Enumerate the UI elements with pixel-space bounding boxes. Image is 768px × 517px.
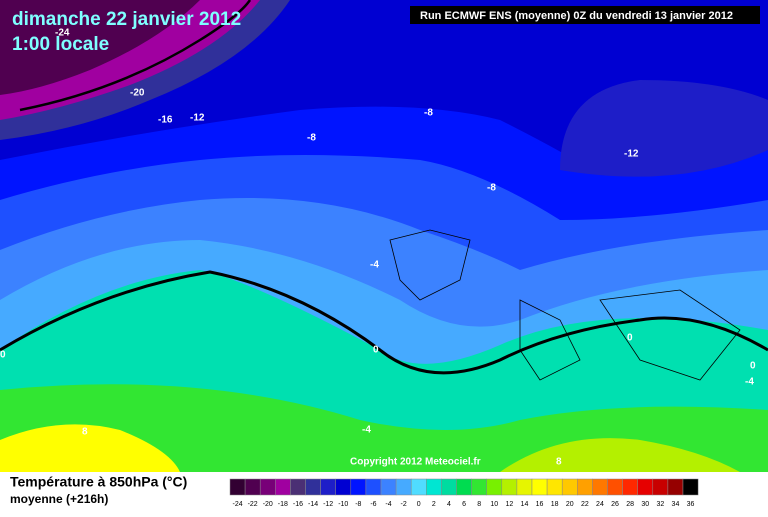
color-box — [259, 478, 276, 496]
color-box — [577, 478, 593, 496]
color-tick-label: -12 — [323, 501, 333, 508]
color-box — [667, 478, 684, 496]
color-tick-label: 2 — [432, 501, 436, 508]
color-tick-label: 36 — [687, 501, 695, 508]
color-tick-label: -22 — [248, 501, 258, 508]
contour-label: -8 — [307, 133, 316, 144]
color-tick-label: 26 — [611, 501, 619, 508]
color-tick-label: -18 — [278, 501, 288, 508]
band-scandinavia — [560, 80, 768, 177]
color-tick-label: -2 — [401, 501, 407, 508]
color-tick-label: 28 — [626, 501, 634, 508]
color-bar: -24 -22 -20 -18 -16 -14 -12 -10 -8 -6 -4 -2 0 2 4 6 8 10 1… — [229, 478, 699, 508]
band-plus16 — [0, 424, 180, 472]
color-tick-label: -16 — [293, 501, 303, 508]
color-tick-label: 20 — [566, 501, 574, 508]
color-tick-label: -8 — [355, 501, 361, 508]
color-tick-label: -10 — [338, 501, 348, 508]
contour-label: -4 — [745, 377, 754, 388]
color-box — [471, 478, 487, 496]
color-box — [561, 478, 578, 496]
contour-label: -8 — [487, 183, 496, 194]
run-info: Run ECMWF ENS (moyenne) 0Z du vendredi 1… — [420, 10, 733, 22]
color-tick-label: -24 — [232, 501, 242, 508]
color-box — [516, 478, 533, 496]
color-tick-label: 32 — [656, 501, 664, 508]
zero-isotherm — [0, 270, 768, 375]
color-box — [229, 478, 246, 496]
color-tick-label: 14 — [521, 501, 529, 508]
coastlines — [389, 229, 741, 381]
contour-label: -24 — [55, 28, 70, 39]
color-box — [531, 478, 548, 496]
color-box — [456, 478, 472, 496]
color-box — [365, 478, 382, 496]
color-tick-label: 18 — [551, 501, 559, 508]
color-box — [320, 478, 336, 496]
color-tick-label: 6 — [462, 501, 466, 508]
color-tick-label: 0 — [417, 501, 421, 508]
color-box — [350, 478, 367, 496]
color-box — [426, 478, 442, 496]
color-box — [441, 478, 457, 496]
contour-label: -16 — [158, 115, 173, 126]
contour-label: 0 — [0, 350, 6, 361]
color-box — [501, 478, 518, 496]
color-box — [335, 478, 352, 496]
contour-label: 8 — [82, 427, 88, 438]
color-box — [652, 478, 669, 496]
color-tick-label: 8 — [477, 501, 481, 508]
color-box — [546, 478, 563, 496]
contour-label: -12 — [624, 149, 639, 160]
band-plus12 — [500, 438, 740, 472]
color-box — [380, 478, 397, 496]
contour-label: 0 — [627, 333, 633, 344]
color-tick-label: -6 — [370, 501, 376, 508]
color-tick-label: 24 — [596, 501, 604, 508]
color-tick-label: -4 — [385, 501, 391, 508]
color-box — [395, 478, 412, 496]
color-box — [622, 478, 638, 496]
contour-label: -20 — [130, 88, 145, 99]
legend-subtitle: moyenne (+216h) — [10, 492, 108, 506]
color-box — [637, 478, 654, 496]
color-box — [275, 478, 291, 496]
color-tick-label: 34 — [672, 501, 680, 508]
contour-label: 8 — [556, 457, 562, 468]
contour-labels: -24 -20 -16 -12 -8 -8 -8 -12 -4 0 0 0 0 -4 -4 8 8 — [0, 28, 756, 468]
color-box — [592, 478, 608, 496]
color-tick-label: 4 — [447, 501, 451, 508]
contour-label: -4 — [370, 260, 379, 271]
contour-label: -8 — [424, 108, 433, 119]
time-title: 1:00 locale — [12, 34, 109, 55]
contour-label: 0 — [750, 361, 756, 372]
minus20-isotherm — [19, 0, 252, 112]
contour-label: -12 — [190, 113, 205, 124]
color-tick-label: -20 — [263, 501, 273, 508]
run-box — [410, 6, 760, 24]
contour-label: 0 — [373, 345, 379, 356]
legend-title: Température à 850hPa (°C) — [10, 474, 187, 490]
color-tick-label: 16 — [536, 501, 544, 508]
color-tick-label: 22 — [581, 501, 589, 508]
color-box — [410, 478, 427, 496]
band-minus22 — [0, 0, 200, 95]
color-tick-label: -14 — [308, 501, 318, 508]
contour-label: -4 — [362, 425, 371, 436]
color-box — [682, 478, 699, 496]
color-tick-label: 10 — [490, 501, 498, 508]
color-box — [486, 478, 503, 496]
color-box — [305, 478, 321, 496]
copyright: Copyright 2012 Meteociel.fr — [350, 457, 481, 468]
color-tick-label: 12 — [505, 501, 513, 508]
color-box — [607, 478, 623, 496]
color-tick-label: 30 — [641, 501, 649, 508]
color-box — [244, 478, 261, 496]
map: -24 -20 -16 -12 -8 -8 -8 -12 -4 0 0 0 0 -4 -4 8 8 Copyri… — [0, 0, 768, 472]
color-box — [290, 478, 306, 496]
date-title: dimanche 22 janvier 2012 — [12, 9, 241, 30]
